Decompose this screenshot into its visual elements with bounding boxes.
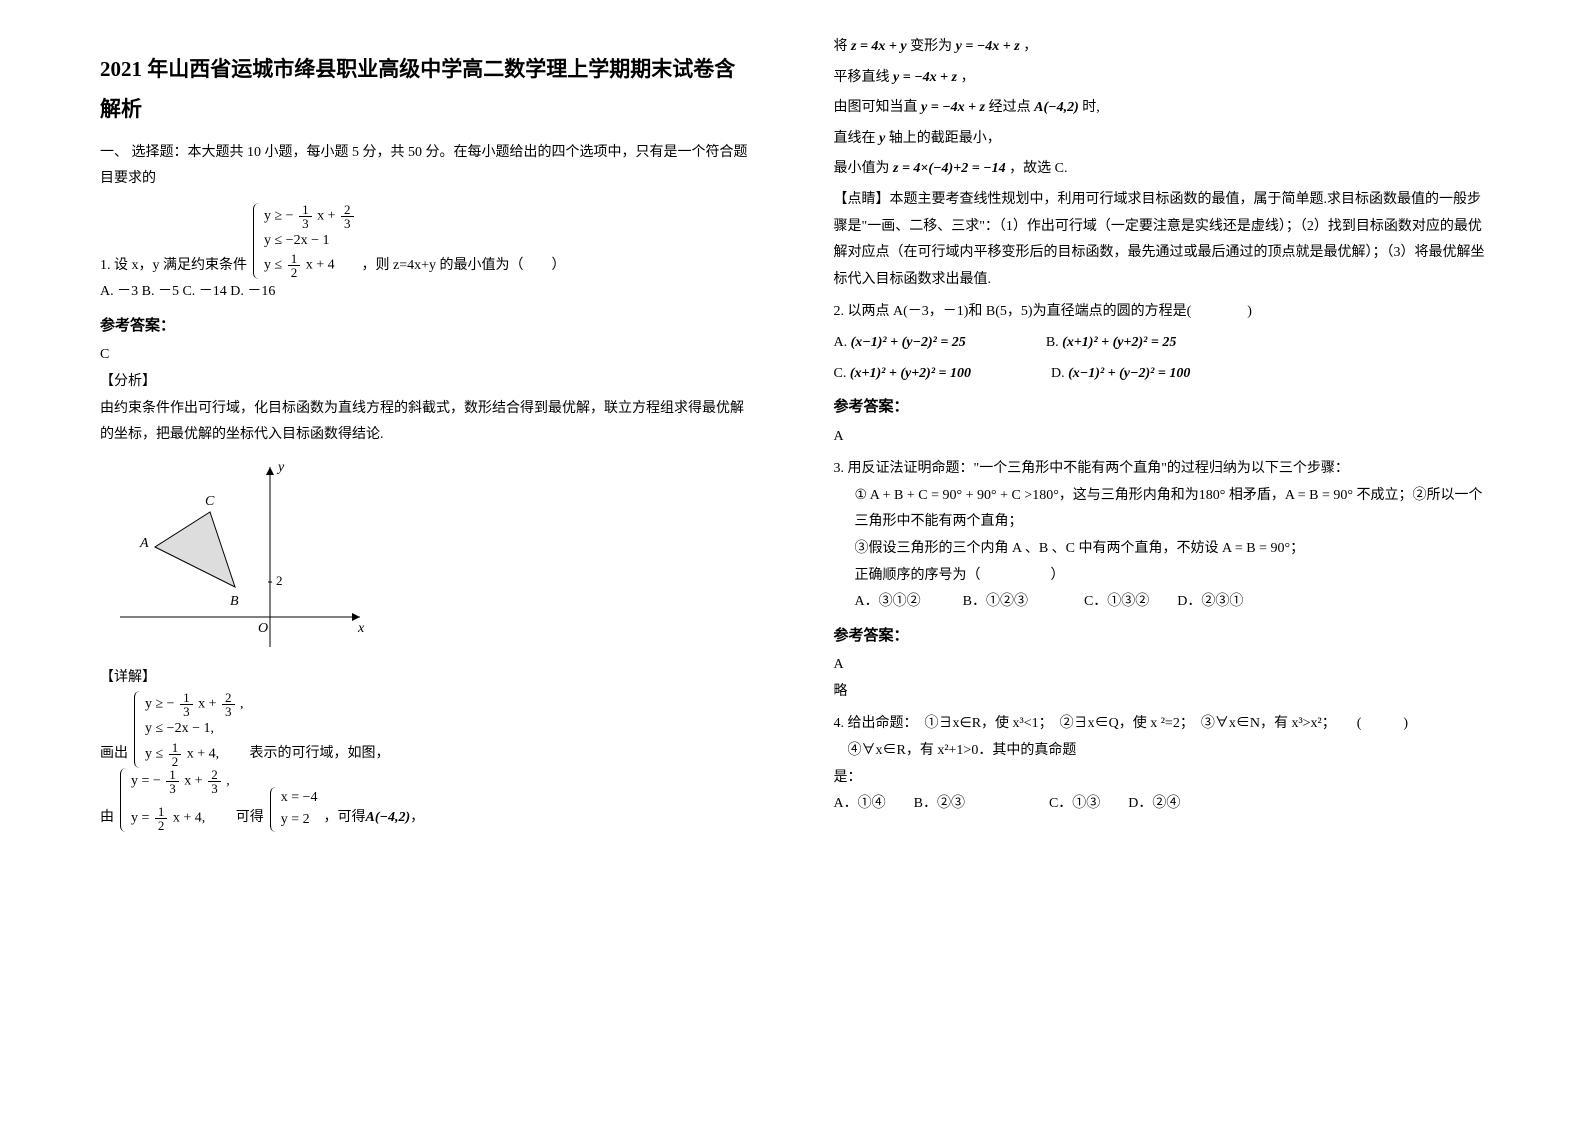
question-1: 1. 设 x，y 满足约束条件 y ≥ − 13 x + 23 y ≤ −2x … — [100, 203, 754, 832]
svg-text:C: C — [205, 494, 215, 509]
detail1-post: 表示的可行域，如图， — [250, 741, 390, 768]
question-2: 2. 以两点 A(－3，－1)和 B(5，5)为直径端点的圆的方程是( ) A.… — [834, 299, 1488, 450]
q1-options: A. －3 B. －5 C. －14 D. －16 — [100, 279, 754, 306]
svg-text:O: O — [258, 621, 268, 636]
q1-stem-post: ，则 z=4x+y 的最小值为（ ） — [362, 253, 566, 280]
page: 2021 年山西省运城市绛县职业高级中学高二数学理上学期期末试卷含解析 一、 选… — [0, 0, 1587, 1122]
q1-answer: C — [100, 342, 754, 369]
q4-options: A．①④ B．②③ C．①③ D．②④ — [834, 791, 1488, 818]
detail-label: 【详解】 — [100, 665, 754, 692]
q3-step3: ③假设三角形的三个内角 A 、B 、C 中有两个直角，不妨设 A = B = 9… — [834, 536, 1488, 563]
q4-s5: 是： — [834, 765, 1488, 792]
left-column: 2021 年山西省运城市绛县职业高级中学高二数学理上学期期末试卷含解析 一、 选… — [0, 0, 794, 1122]
feasible-region-graph: x y O A B C 2 — [100, 457, 380, 657]
tips-label: 【点睛】 — [834, 192, 890, 207]
q1-analysis: 由约束条件作出可行域，化目标函数为直线方程的斜截式，数形结合得到最优解，联立方程… — [100, 396, 754, 449]
q3-options: A．③①② B．①②③ C．①③② D．②③① — [834, 589, 1488, 616]
answer-label: 参考答案： — [834, 622, 1488, 651]
detail2-pre: 由 — [100, 805, 114, 832]
answer-label: 参考答案： — [834, 393, 1488, 422]
constraint-brace: y ≥ − 13 x + 23 y ≤ −2x − 1 y ≤ 12 x + 4 — [253, 203, 356, 279]
detail1-pre: 画出 — [100, 741, 128, 768]
detail2-mid: 可得 — [236, 805, 264, 832]
q2-stem: 2. 以两点 A(－3，－1)和 B(5，5)为直径端点的圆的方程是( ) — [834, 299, 1488, 326]
svg-text:y: y — [276, 460, 285, 475]
q3-answer: A — [834, 652, 1488, 679]
q2-answer: A — [834, 424, 1488, 451]
q3-omit: 略 — [834, 679, 1488, 706]
q3-ask: 正确顺序的序号为（ ） — [834, 563, 1488, 590]
right-column: 将 z = 4x + y 变形为 y = −4x + z ， 平移直线 y = … — [794, 0, 1587, 1122]
question-3: 3. 用反证法证明命题："一个三角形中不能有两个直角"的过程归纳为以下三个步骤：… — [834, 456, 1488, 705]
svg-text:B: B — [230, 594, 239, 609]
doc-title: 2021 年山西省运城市绛县职业高级中学高二数学理上学期期末试卷含解析 — [100, 50, 754, 130]
detail2-post: ，可得 — [324, 805, 366, 832]
q1-stem-pre: 1. 设 x，y 满足约束条件 — [100, 253, 247, 280]
svg-text:2: 2 — [276, 573, 283, 588]
point-a: A(−4,2) — [366, 805, 411, 832]
q3-stem: 3. 用反证法证明命题："一个三角形中不能有两个直角"的过程归纳为以下三个步骤： — [834, 456, 1488, 483]
q1-tips: 本题主要考查线性规划中，利用可行域求目标函数的最值，属于简单题.求目标函数最值的… — [834, 192, 1485, 287]
section-1-head: 一、 选择题：本大题共 10 小题，每小题 5 分，共 50 分。在每小题给出的… — [100, 140, 754, 193]
q3-step1: ① A + B + C = 90° + 90° + C >180°，这与三角形内… — [834, 483, 1488, 536]
q4-stem: 4. 给出命题： ①∃x∈R，使 x³<1； ②∃x∈Q，使 x ²=2； ③∀… — [834, 711, 1488, 738]
analysis-label: 【分析】 — [100, 369, 754, 396]
svg-text:A: A — [139, 536, 149, 551]
q4-s4: ④∀x∈R，有 x²+1>0．其中的真命题 — [834, 738, 1488, 765]
answer-label: 参考答案： — [100, 312, 754, 341]
svg-text:x: x — [357, 621, 365, 636]
question-4: 4. 给出命题： ①∃x∈R，使 x³<1； ②∃x∈Q，使 x ²=2； ③∀… — [834, 711, 1488, 817]
